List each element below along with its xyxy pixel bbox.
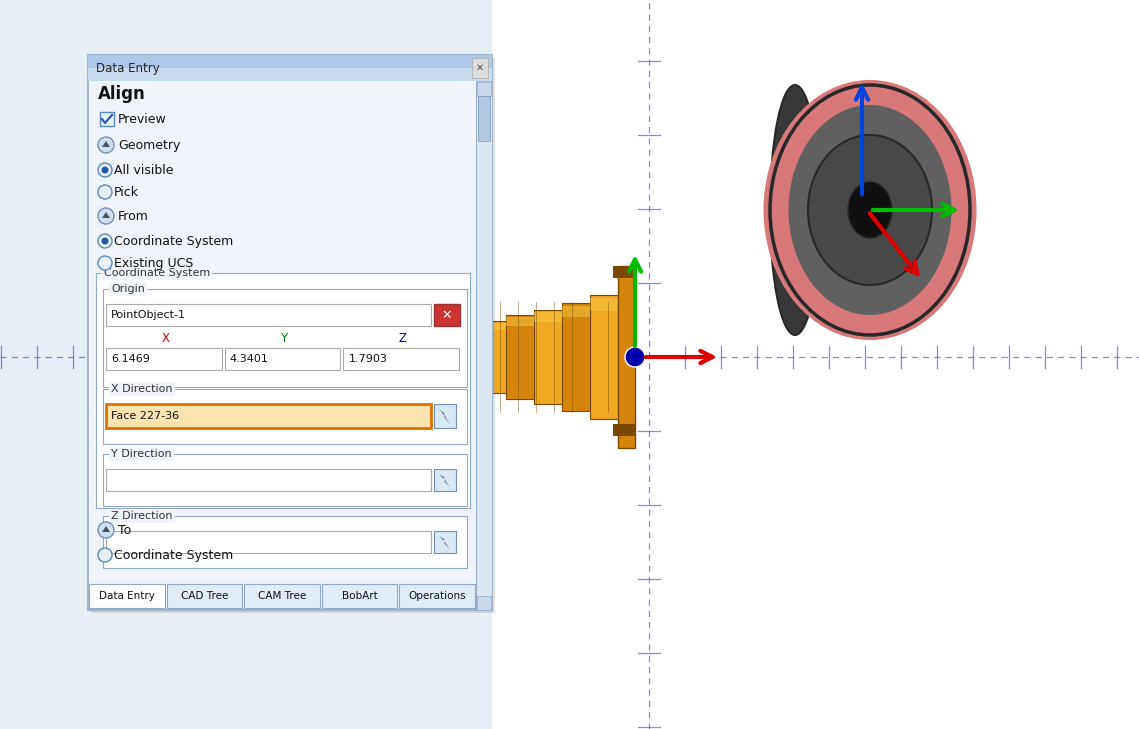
- Text: All visible: All visible: [114, 163, 173, 176]
- Ellipse shape: [849, 182, 892, 238]
- Bar: [434, 304, 460, 326]
- Polygon shape: [439, 536, 450, 549]
- Bar: [91, 58, 495, 613]
- Ellipse shape: [808, 135, 932, 285]
- Text: From: From: [118, 209, 149, 222]
- Polygon shape: [427, 329, 478, 385]
- Text: Z: Z: [399, 332, 407, 345]
- Text: Data Entry: Data Entry: [99, 591, 155, 601]
- Bar: [103, 389, 467, 444]
- Bar: [472, 58, 487, 78]
- Bar: [506, 315, 534, 399]
- Text: 4.3401: 4.3401: [230, 354, 269, 364]
- Text: Existing UCS: Existing UCS: [114, 257, 194, 270]
- Text: 1.7903: 1.7903: [349, 354, 387, 364]
- Circle shape: [98, 137, 114, 153]
- Circle shape: [98, 163, 112, 177]
- Circle shape: [625, 347, 645, 367]
- Bar: [88, 68, 492, 81]
- Bar: [103, 454, 467, 506]
- Ellipse shape: [770, 85, 970, 335]
- Text: Face 227-36: Face 227-36: [110, 411, 179, 421]
- Bar: [88, 55, 492, 610]
- Circle shape: [98, 522, 114, 538]
- Circle shape: [98, 256, 112, 270]
- Bar: [106, 304, 431, 326]
- Bar: [400, 584, 475, 608]
- Text: BobArt: BobArt: [342, 591, 377, 601]
- Bar: [106, 348, 222, 370]
- Bar: [106, 404, 431, 428]
- Text: ✕: ✕: [476, 63, 484, 73]
- Bar: [477, 596, 491, 610]
- Polygon shape: [103, 141, 110, 147]
- Bar: [166, 584, 243, 608]
- Text: Preview: Preview: [118, 112, 166, 125]
- Circle shape: [101, 166, 108, 174]
- Bar: [88, 55, 492, 81]
- Text: Z Direction: Z Direction: [110, 511, 172, 521]
- Bar: [562, 303, 590, 411]
- Bar: [343, 348, 459, 370]
- Polygon shape: [439, 474, 450, 487]
- Text: Y Direction: Y Direction: [110, 449, 172, 459]
- Circle shape: [101, 238, 108, 244]
- Bar: [534, 312, 562, 321]
- Text: ✕: ✕: [442, 308, 452, 321]
- Text: Data Entry: Data Entry: [96, 61, 159, 74]
- Bar: [562, 305, 590, 316]
- Bar: [590, 298, 618, 311]
- Bar: [476, 81, 492, 610]
- Text: Y: Y: [280, 332, 287, 345]
- Bar: [478, 321, 506, 393]
- Text: Origin: Origin: [110, 284, 145, 294]
- Text: Operations: Operations: [409, 591, 466, 601]
- Bar: [613, 424, 636, 436]
- Text: CAD Tree: CAD Tree: [181, 591, 228, 601]
- Polygon shape: [439, 409, 450, 424]
- Bar: [613, 266, 636, 278]
- Bar: [477, 82, 491, 96]
- Text: CAM Tree: CAM Tree: [257, 591, 306, 601]
- Bar: [434, 404, 456, 428]
- Bar: [103, 516, 467, 568]
- Bar: [96, 273, 470, 508]
- Bar: [434, 531, 456, 553]
- Text: Coordinate System: Coordinate System: [114, 235, 233, 248]
- Bar: [106, 469, 431, 491]
- Circle shape: [98, 234, 112, 248]
- Bar: [492, 0, 1139, 729]
- Bar: [478, 323, 506, 330]
- Ellipse shape: [770, 85, 820, 335]
- Bar: [100, 112, 114, 126]
- Text: 6.1469: 6.1469: [110, 354, 150, 364]
- Bar: [103, 289, 467, 387]
- Polygon shape: [103, 526, 110, 532]
- Text: X Direction: X Direction: [110, 384, 172, 394]
- Text: Geometry: Geometry: [118, 139, 180, 152]
- Text: Align: Align: [98, 85, 146, 103]
- Bar: [106, 531, 431, 553]
- Bar: [224, 348, 341, 370]
- Bar: [322, 584, 398, 608]
- Bar: [89, 584, 165, 608]
- Bar: [478, 96, 490, 141]
- Bar: [618, 266, 636, 448]
- Text: X: X: [162, 332, 170, 345]
- Polygon shape: [103, 212, 110, 218]
- Bar: [534, 310, 562, 404]
- Text: Coordinate System: Coordinate System: [104, 268, 211, 278]
- Bar: [506, 317, 534, 326]
- Circle shape: [98, 185, 112, 199]
- Bar: [244, 584, 320, 608]
- Circle shape: [98, 208, 114, 224]
- Bar: [590, 295, 618, 419]
- Text: To: To: [118, 523, 131, 537]
- Text: Coordinate System: Coordinate System: [114, 548, 233, 561]
- Text: PointObject-1: PointObject-1: [110, 310, 186, 320]
- Text: Pick: Pick: [114, 185, 139, 198]
- Circle shape: [98, 548, 112, 562]
- Bar: [434, 469, 456, 491]
